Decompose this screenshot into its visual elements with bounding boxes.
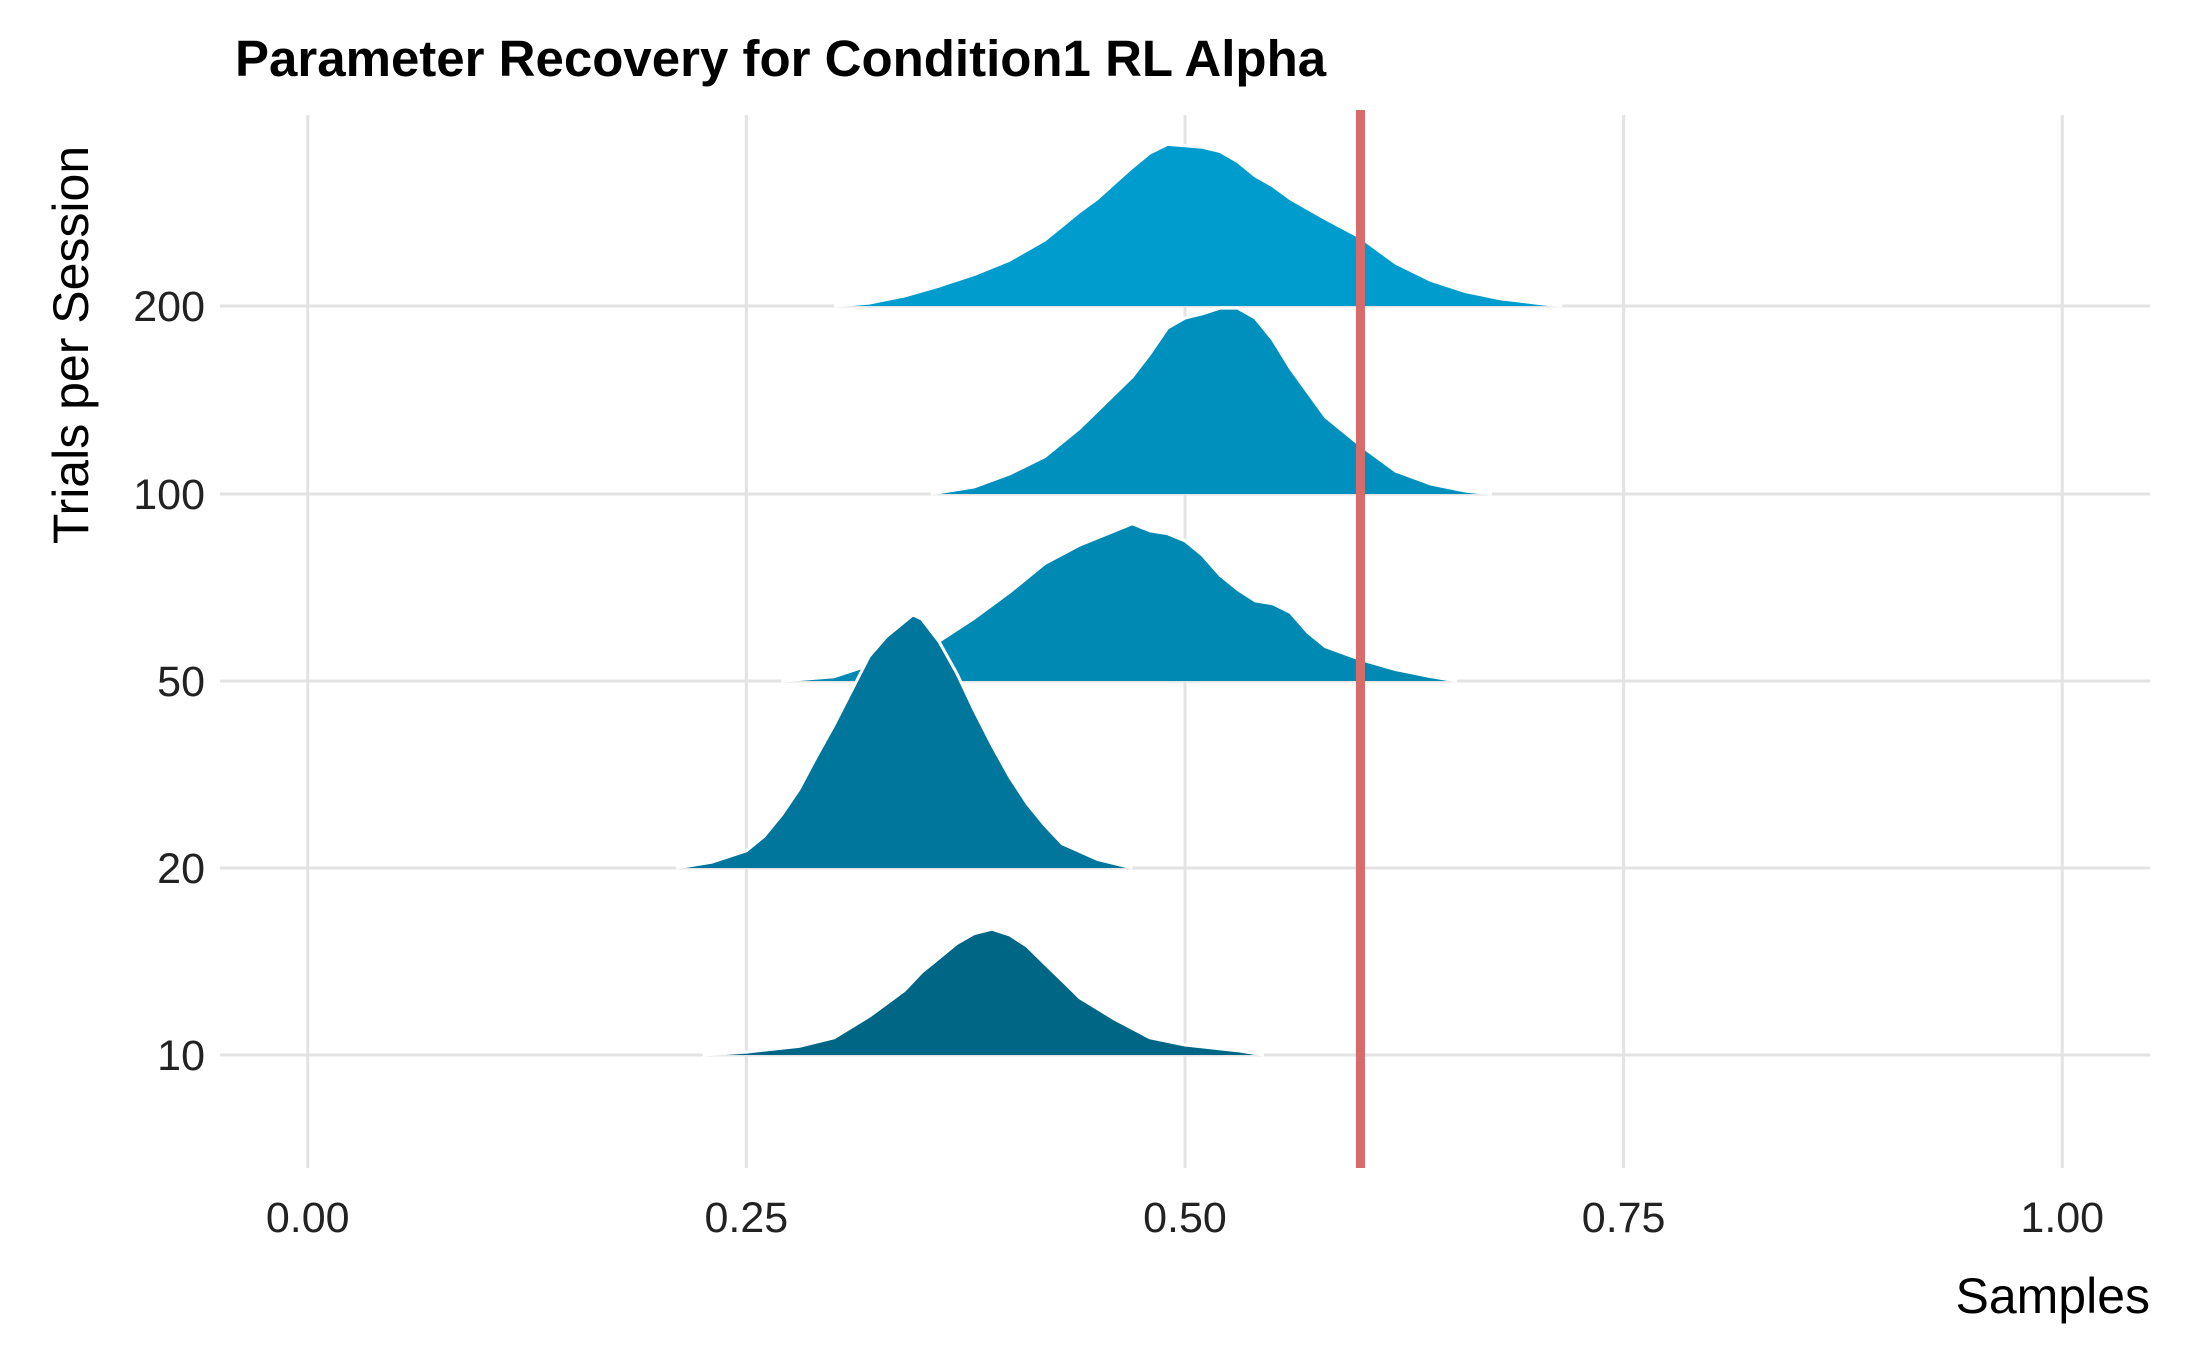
ridge-50 — [781, 523, 1457, 681]
ridge-200 — [834, 144, 1563, 306]
y-tick-label: 200 — [133, 283, 205, 331]
y-tick-label: 10 — [157, 1032, 205, 1080]
x-axis-title: Samples — [1955, 1268, 2150, 1324]
ridge-outline-100 — [930, 306, 1493, 496]
ridge-outline-10 — [702, 927, 1265, 1057]
y-tick-label: 50 — [157, 658, 205, 706]
y-tick-label: 20 — [157, 845, 205, 893]
x-tick-label: 1.00 — [2020, 1194, 2104, 1242]
tick-label-layer: 0.00 0.25 0.50 0.75 1.00 10 20 50 100 200 — [133, 283, 2104, 1242]
ridge-outline-20 — [675, 613, 1133, 870]
ridge-outline-50 — [781, 522, 1458, 683]
x-tick-label: 0.00 — [266, 1194, 350, 1242]
y-tick-label: 100 — [133, 471, 205, 519]
x-tick-label: 0.50 — [1143, 1194, 1227, 1242]
x-tick-label: 0.25 — [705, 1194, 789, 1242]
ridge-layer — [675, 142, 1563, 1057]
ridge-outline-200 — [833, 142, 1563, 308]
chart-title: Parameter Recovery for Condition1 RL Alp… — [235, 30, 1327, 87]
ridge-10 — [702, 929, 1264, 1055]
ridge-100 — [930, 308, 1492, 494]
x-tick-label: 0.75 — [1582, 1194, 1666, 1242]
y-axis-title: Trials per Session — [43, 146, 99, 544]
